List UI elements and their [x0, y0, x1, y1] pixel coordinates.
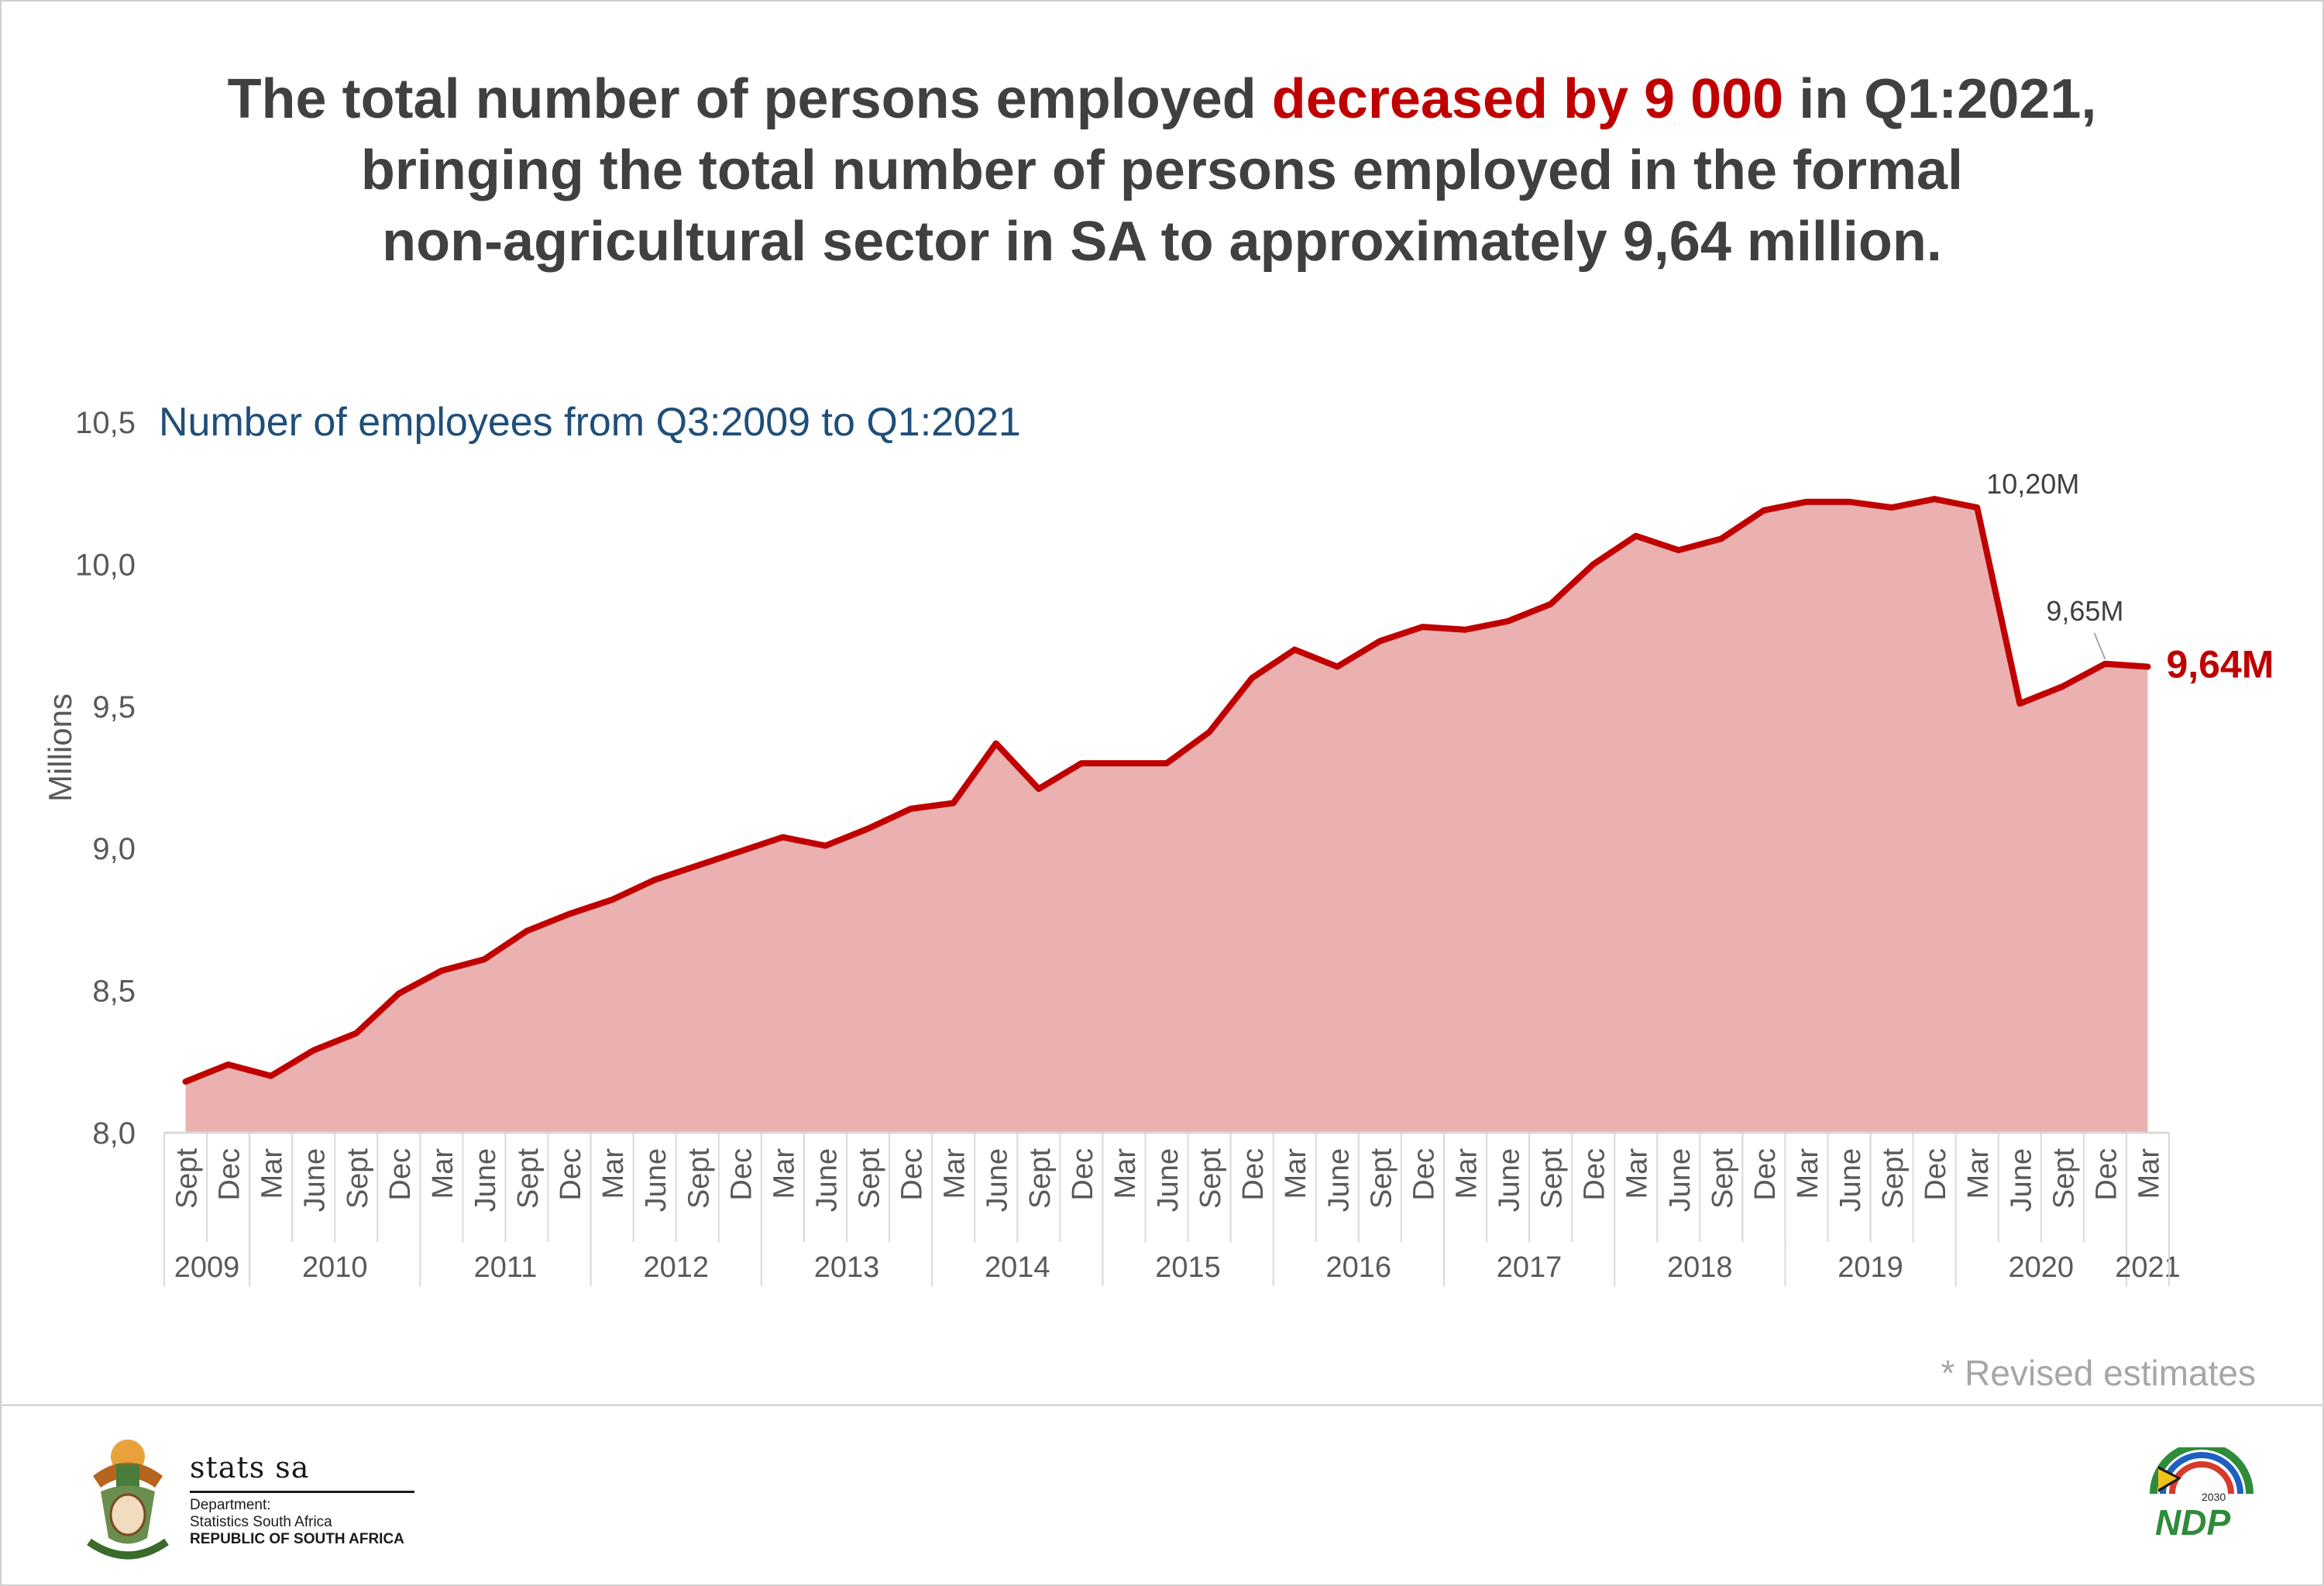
- quarter-label: Sept: [1365, 1148, 1397, 1209]
- quarter-label: Sept: [171, 1148, 204, 1209]
- headline: The total number of persons employed dec…: [0, 64, 2324, 277]
- y-tick-label: 10,0: [75, 548, 136, 582]
- quarter-label: June: [1322, 1148, 1355, 1212]
- quarter-label: June: [640, 1148, 672, 1212]
- year-label: 2014: [985, 1251, 1050, 1284]
- quarter-label: Sept: [682, 1148, 715, 1209]
- year-label: 2010: [302, 1251, 368, 1284]
- quarter-label: Sept: [342, 1148, 374, 1209]
- quarter-label: June: [299, 1148, 332, 1212]
- year-label: 2011: [474, 1251, 538, 1284]
- quarter-label: Dec: [1067, 1148, 1099, 1201]
- year-label: 2013: [814, 1251, 880, 1284]
- stats-sa-logo: stats sa Department: Statistics South Af…: [70, 1433, 442, 1565]
- year-label: 2015: [1155, 1251, 1221, 1284]
- coat-of-arms-icon: [87, 1440, 169, 1560]
- quarter-label: Sept: [1024, 1148, 1057, 1209]
- year-label: 2021: [2115, 1251, 2181, 1284]
- quarter-label: Dec: [725, 1148, 758, 1201]
- quarter-label: Mar: [939, 1148, 971, 1199]
- year-label: 2019: [1838, 1251, 1903, 1284]
- ndp-year: 2030: [2202, 1491, 2226, 1503]
- revised-estimates-note: * Revised estimates: [1941, 1353, 2257, 1393]
- year-label: 2020: [2009, 1251, 2075, 1284]
- quarter-label: Mar: [1280, 1148, 1312, 1199]
- annotation-label-latest: 9,64M: [2166, 642, 2274, 686]
- year-label: 2017: [1497, 1251, 1563, 1284]
- y-axis-title: Millions: [42, 693, 78, 802]
- quarter-label: June: [1152, 1148, 1184, 1212]
- quarter-label: Dec: [896, 1148, 929, 1201]
- y-tick-label: 9,0: [92, 832, 136, 866]
- quarter-label: Dec: [214, 1148, 246, 1201]
- y-tick-label: 8,5: [92, 975, 136, 1009]
- annotation-label: 10,20M: [1986, 468, 2079, 500]
- stats-sa-name: stats sa: [190, 1450, 310, 1485]
- ndp-logo: NDP 2030: [2147, 1447, 2256, 1556]
- ndp-flag-icon: [2150, 1447, 2254, 1495]
- quarter-label: Sept: [512, 1148, 545, 1209]
- data-line: [182, 496, 2151, 1085]
- ndp-text: NDP: [2155, 1502, 2231, 1543]
- quarter-label: June: [469, 1148, 502, 1212]
- logo-rule: [190, 1491, 414, 1493]
- quarter-label: Dec: [555, 1148, 587, 1201]
- quarter-label: Mar: [2133, 1148, 2165, 1199]
- year-label: 2012: [643, 1251, 709, 1284]
- headline-line-2: bringing the total number of persons emp…: [360, 139, 1964, 201]
- quarter-label: June: [2005, 1148, 2037, 1212]
- quarter-label: Dec: [1579, 1148, 1611, 1201]
- quarter-label: Mar: [427, 1148, 459, 1199]
- quarter-label: June: [1664, 1148, 1697, 1212]
- annotation-leader: [2093, 632, 2106, 660]
- quarter-label: Mar: [1962, 1148, 1995, 1199]
- quarter-label: Mar: [768, 1148, 800, 1199]
- annotation-label: 9,65M: [2046, 595, 2123, 627]
- logo-republic: REPUBLIC OF SOUTH AFRICA: [190, 1531, 404, 1547]
- y-tick-label: 9,5: [92, 690, 136, 724]
- quarter-label: Dec: [384, 1148, 417, 1201]
- headline-part-2: in Q1:2021,: [1783, 68, 2097, 130]
- quarter-label: Dec: [1237, 1148, 1270, 1201]
- quarter-label: Dec: [1749, 1148, 1782, 1201]
- headline-line-1: The total number of persons employed dec…: [0, 64, 2324, 135]
- quarter-label: Mar: [1450, 1148, 1483, 1199]
- quarter-label: Dec: [2090, 1148, 2123, 1201]
- chart-title: Number of employees from Q3:2009 to Q1:2…: [159, 400, 1021, 445]
- employment-chart: 8,0 8,5 9,0 9,5 10,0 10,5 Millions Number of em…: [42, 400, 2274, 1286]
- headline-line-3: non-agricultural sector in SA to approxi…: [382, 211, 1942, 273]
- quarter-label: Mar: [1792, 1148, 1824, 1199]
- quarter-label: Dec: [1920, 1148, 1952, 1201]
- quarter-label: Dec: [1408, 1148, 1440, 1201]
- logo-department-name: Statistics South Africa: [190, 1514, 332, 1530]
- quarter-label: Sept: [854, 1148, 886, 1209]
- footer-divider: [0, 1404, 2324, 1406]
- quarter-label: Sept: [1877, 1148, 1910, 1209]
- quarter-label: June: [1494, 1148, 1526, 1212]
- headline-highlight: decreased by 9 000: [1271, 68, 1784, 130]
- year-label: 2016: [1326, 1251, 1392, 1284]
- quarter-label: June: [1834, 1148, 1867, 1212]
- quarter-label: Sept: [2047, 1148, 2080, 1209]
- year-label: 2009: [174, 1251, 240, 1284]
- quarter-label: Sept: [1707, 1148, 1739, 1209]
- y-tick-label: 8,0: [92, 1116, 136, 1151]
- quarter-label: June: [810, 1148, 843, 1212]
- y-tick-label: 10,5: [75, 406, 136, 440]
- quarter-label: Mar: [1109, 1148, 1142, 1199]
- quarter-label: June: [982, 1148, 1014, 1212]
- quarter-label: Sept: [1195, 1148, 1227, 1209]
- quarter-label: Mar: [256, 1148, 289, 1199]
- year-label: 2018: [1667, 1251, 1733, 1284]
- quarter-label: Mar: [597, 1148, 630, 1199]
- quarter-label: Mar: [1621, 1148, 1654, 1199]
- quarter-label: Sept: [1536, 1148, 1569, 1209]
- headline-part-1: The total number of persons employed: [227, 68, 1272, 130]
- area-fill: [185, 499, 2148, 1133]
- logo-department: Department:: [190, 1497, 271, 1513]
